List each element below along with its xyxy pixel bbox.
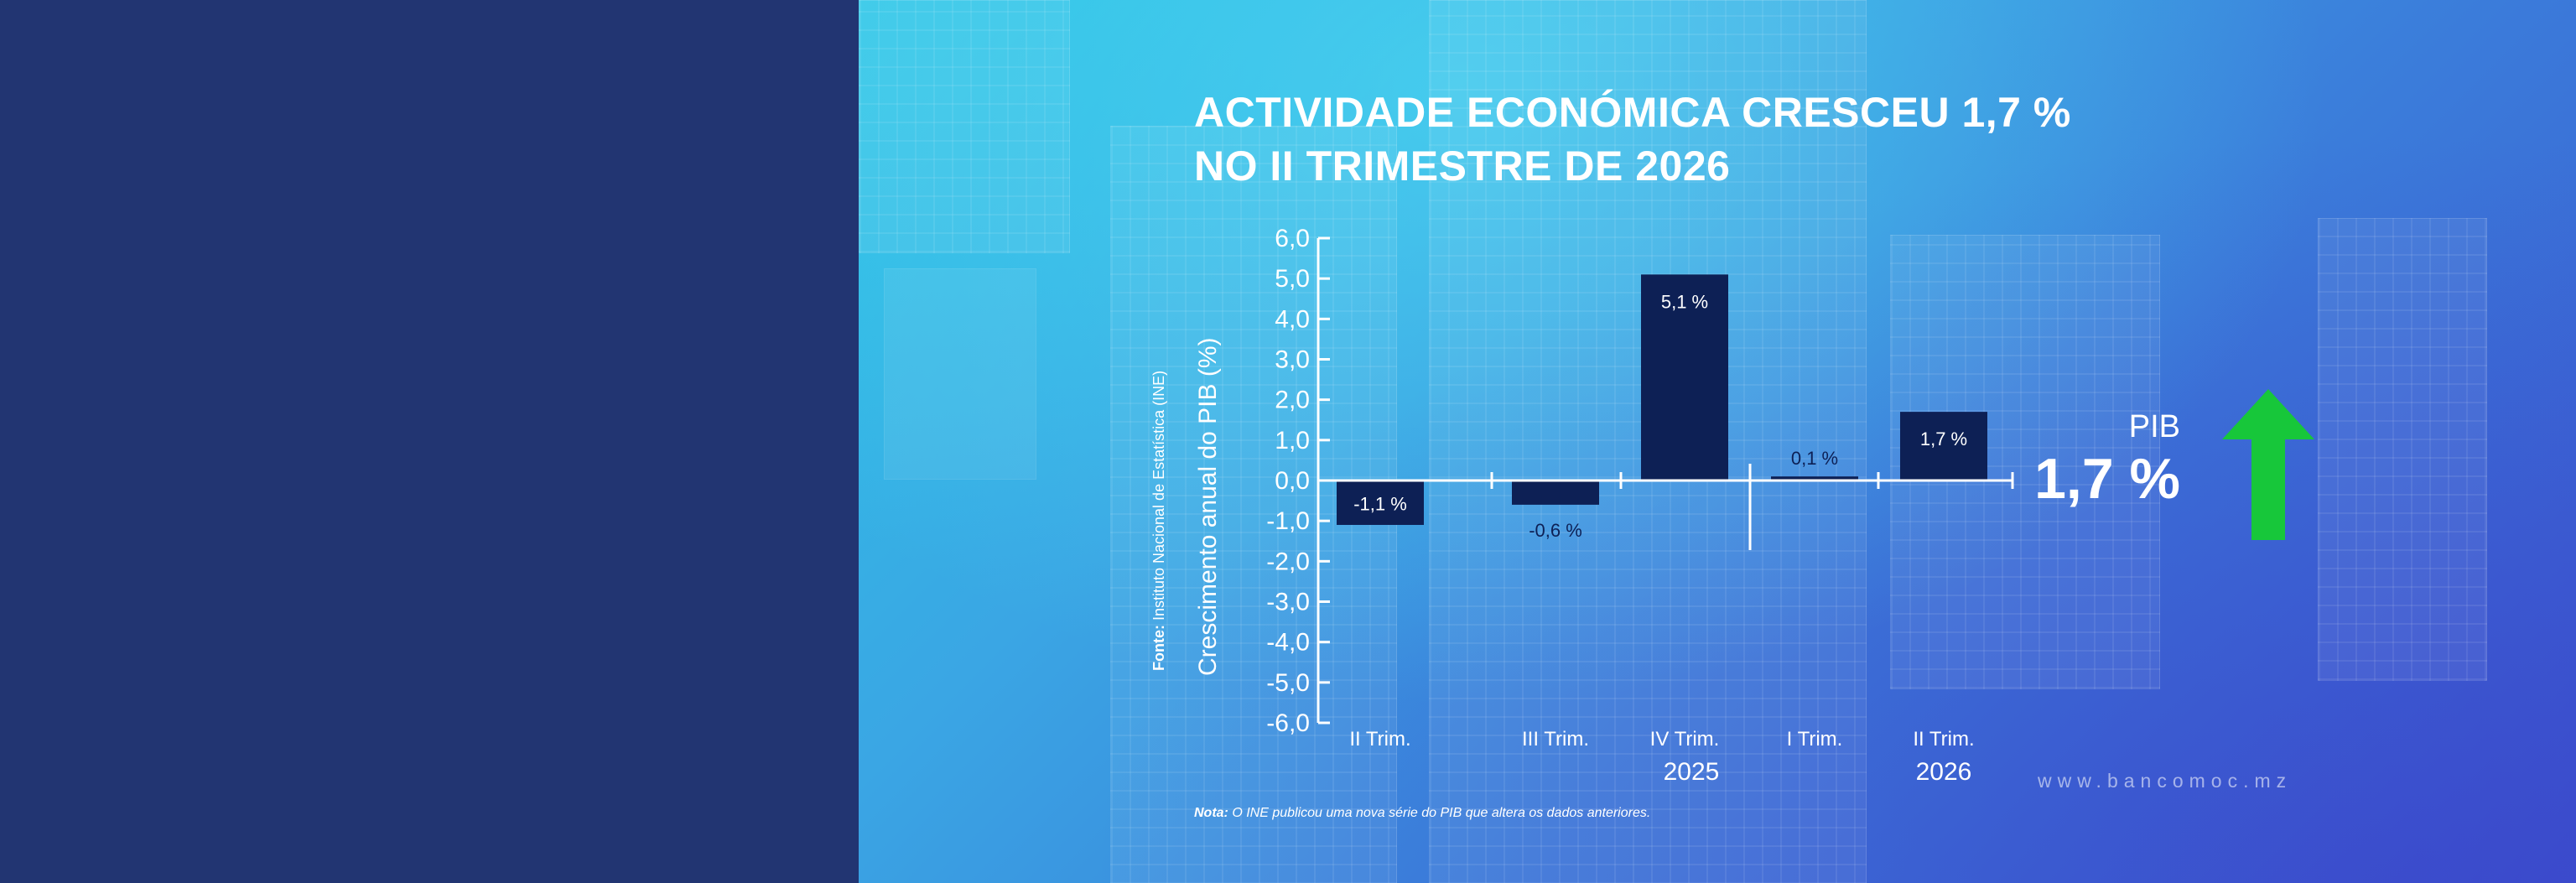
x-category-label: I Trim.: [1787, 728, 1843, 751]
data-label-4: 0,1 %: [1791, 448, 1838, 469]
y-tick-label: -2,0: [1266, 548, 1310, 575]
y-tick-label: -5,0: [1266, 669, 1310, 697]
data-label-2: -0,6 %: [1529, 520, 1582, 541]
x-category-label: II Trim.: [1913, 728, 1974, 751]
y-tick-label: 0,0: [1275, 467, 1310, 495]
year-label: 2026: [1916, 758, 1972, 786]
bar-1: [1337, 480, 1424, 525]
y-tick-label: -3,0: [1266, 589, 1310, 616]
y-tick-label: -4,0: [1266, 629, 1310, 657]
pib-label: PIB: [2128, 409, 2180, 444]
up-arrow-icon: [2222, 389, 2314, 540]
y-tick-label: 5,0: [1275, 265, 1310, 293]
background-building: [884, 268, 1036, 480]
y-tick-label: 3,0: [1275, 346, 1310, 374]
y-tick-label: 1,0: [1275, 427, 1310, 454]
page-title: ACTIVIDADE ECONÓMICA CRESCEU 1,7 % NO II…: [1194, 89, 2071, 190]
x-category-label: IV Trim.: [1650, 728, 1720, 751]
note-text: O INE publicou uma nova série do PIB que…: [1228, 806, 1651, 820]
pib-value: 1,7 %: [2034, 447, 2180, 511]
background-building: [2318, 218, 2487, 681]
website-url: www.bancomoc.mz: [2038, 770, 2293, 792]
year-label: 2025: [1664, 758, 1720, 786]
background-building: [1890, 235, 2160, 689]
left-panel: [0, 0, 859, 883]
bar-5: [1900, 412, 1987, 480]
x-category-label: II Trim.: [1349, 728, 1410, 751]
data-label-1: -1,1 %: [1353, 493, 1407, 514]
data-label-5: 1,7 %: [1920, 429, 1967, 449]
background-building: [859, 0, 1070, 253]
y-tick-label: 4,0: [1275, 305, 1310, 333]
x-category-label: III Trim.: [1522, 728, 1589, 751]
y-tick-label: -6,0: [1266, 709, 1310, 737]
bar-3: [1641, 274, 1728, 480]
footnote: Nota: O INE publicou uma nova série do P…: [1194, 806, 1650, 821]
y-tick-label: -1,0: [1266, 507, 1310, 535]
bar-2: [1512, 480, 1599, 505]
bar-4: [1771, 476, 1858, 480]
data-label-3: 5,1 %: [1661, 291, 1708, 312]
y-tick-label: 6,0: [1275, 225, 1310, 252]
note-label: Nota:: [1194, 806, 1228, 820]
y-tick-label: 2,0: [1275, 387, 1310, 414]
